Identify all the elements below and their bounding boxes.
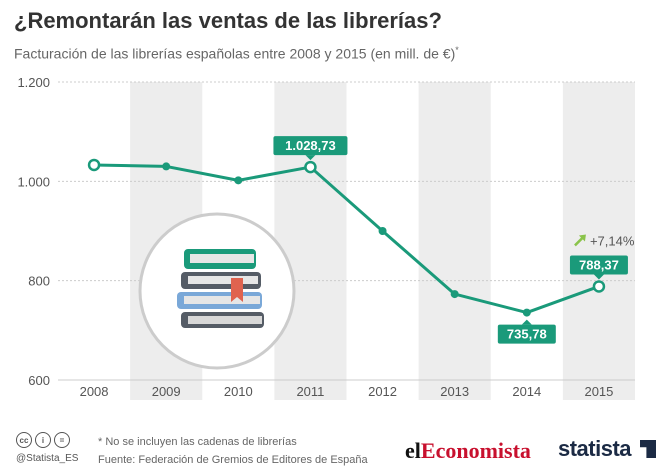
book-pages [188, 316, 262, 324]
data-label-box [497, 324, 556, 344]
trend-arrow-icon [574, 236, 584, 247]
data-point [162, 162, 171, 171]
y-tick-label: 600 [28, 373, 50, 388]
y-tick-label: 1.000 [17, 174, 50, 189]
data-label: 788,37 [579, 257, 619, 272]
growth-annotation: +7,14% [590, 233, 635, 248]
data-label: 1.028,73 [285, 138, 336, 153]
data-point [87, 158, 101, 172]
x-tick-label: 2014 [512, 384, 541, 399]
data-label: 735,78 [507, 327, 547, 342]
trend-arrow-head [578, 234, 586, 242]
footnotes: * No se incluyen las cadenas de librería… [98, 433, 368, 469]
x-tick-label: 2010 [224, 384, 253, 399]
source-note: Fuente: Federación de Gremios de Editore… [98, 454, 368, 466]
x-tick-label: 2008 [80, 384, 109, 399]
data-label-box [569, 255, 628, 275]
column-band [562, 82, 635, 400]
column-band [418, 82, 491, 400]
book-pages [188, 276, 258, 284]
equals-icon: = [54, 432, 70, 448]
person-icon: i [35, 432, 51, 448]
data-label-pointer [305, 155, 316, 161]
book-pages [190, 254, 254, 263]
x-tick-label: 2011 [296, 384, 324, 399]
social-handle: @Statista_ES [16, 453, 79, 464]
x-tick-label: 2009 [152, 384, 181, 399]
series-line [94, 163, 600, 315]
bookmark-icon [231, 278, 243, 302]
books-illustration [138, 212, 296, 370]
chart-subtitle: Facturación de las librerías españolas e… [14, 45, 459, 62]
license-icons: cc i = [16, 432, 70, 448]
x-tick-label: 2013 [440, 384, 469, 399]
data-point [522, 308, 531, 317]
data-label-pointer [521, 319, 532, 325]
data-point [450, 290, 459, 299]
cc-icon: cc [16, 432, 32, 448]
data-label-pointer [593, 274, 604, 280]
illustration-circle [138, 212, 296, 370]
chart-title: ¿Remontarán las ventas de las librerías? [14, 8, 442, 33]
data-label-box [273, 136, 348, 156]
data-point [234, 176, 243, 185]
footnote: * No se incluyen las cadenas de librería… [98, 436, 297, 448]
x-tick-label: 2012 [368, 384, 397, 399]
column-band [274, 82, 347, 400]
data-point [592, 280, 606, 293]
x-tick-label: 2015 [584, 384, 613, 399]
eleconomista-logo: elEconomista [405, 438, 531, 463]
data-point [304, 160, 317, 174]
book-pages [184, 296, 260, 304]
data-point [378, 227, 387, 235]
statista-logo: statista [558, 436, 632, 461]
y-tick-label: 800 [28, 274, 50, 289]
y-tick-label: 1.200 [17, 75, 50, 90]
